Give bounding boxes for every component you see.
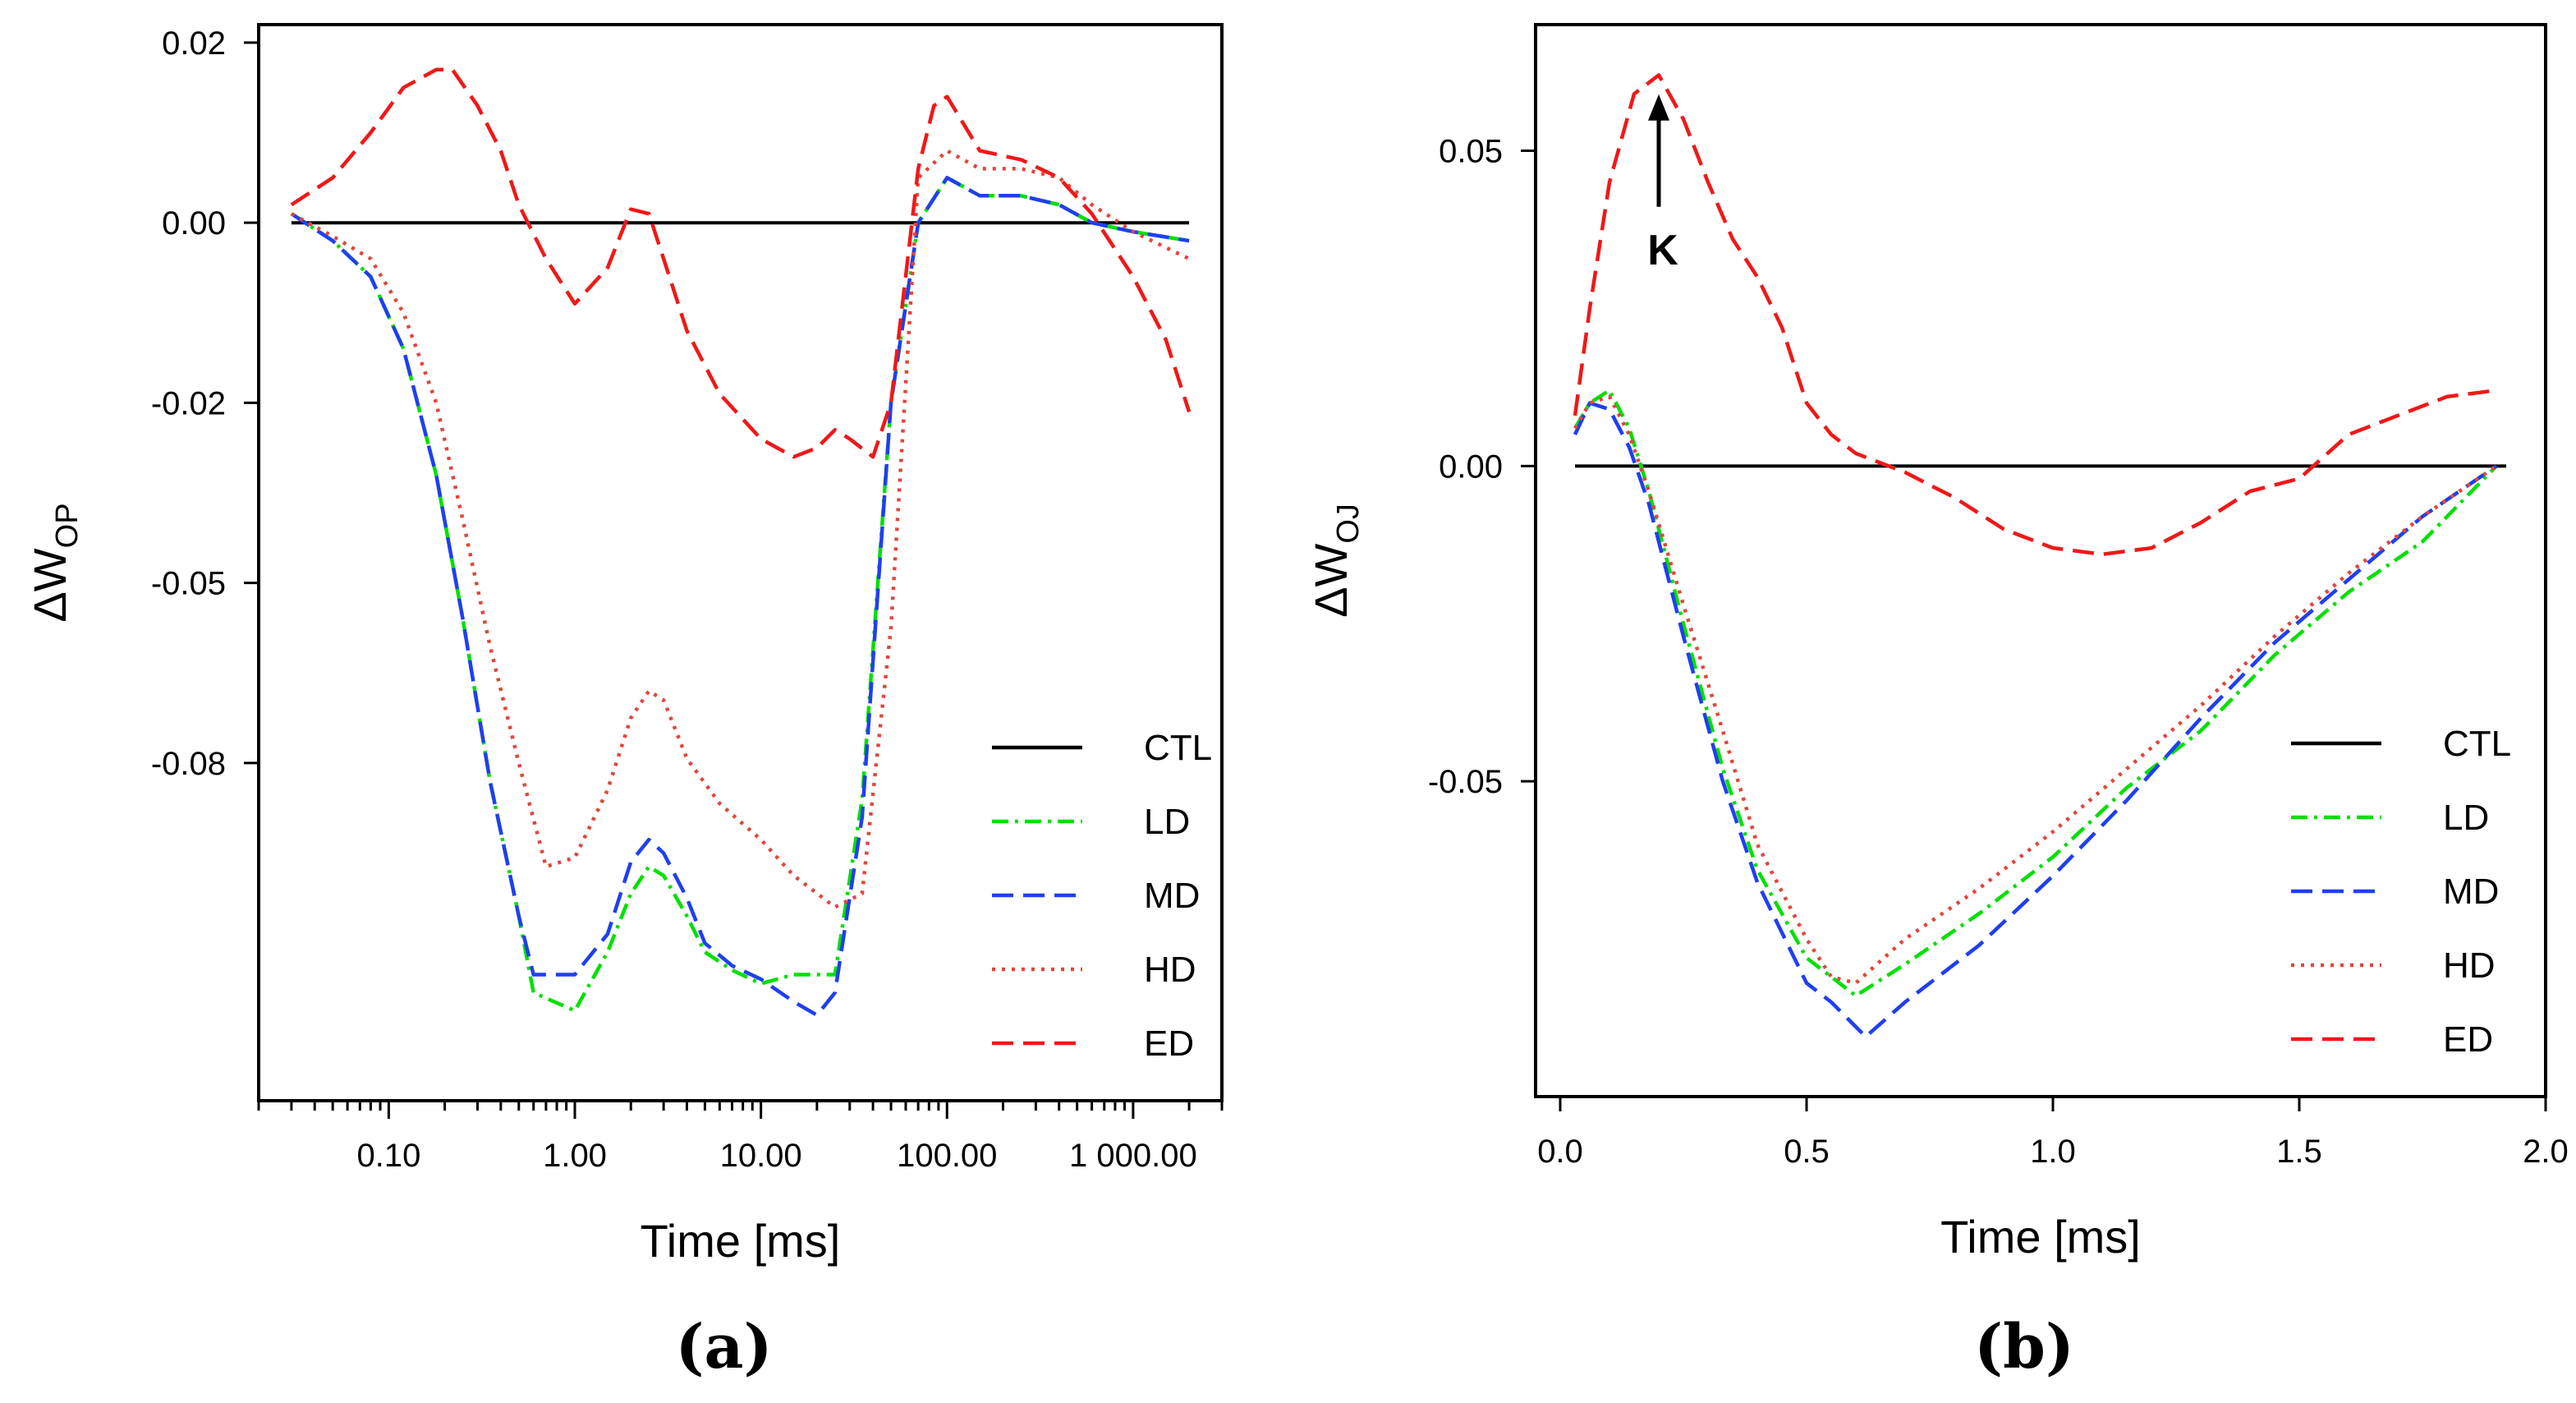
y-tick-label: 0.00 xyxy=(1439,448,1503,485)
x-axis-label: Time [ms] xyxy=(641,1215,841,1267)
annotation-label: K xyxy=(1647,227,1678,274)
y-tick-label: -0.08 xyxy=(151,746,226,782)
series-line-ed xyxy=(1573,73,2497,557)
series-line-hd xyxy=(290,149,1191,909)
legend-label-md: MD xyxy=(2443,872,2499,912)
plot-frame xyxy=(1534,23,2547,1098)
y-axis-label-main: ΔW xyxy=(24,548,76,622)
legend-label-ctl: CTL xyxy=(2443,724,2511,764)
y-tick-label: -0.05 xyxy=(1428,764,1503,800)
x-tick-label: 10.00 xyxy=(720,1138,802,1174)
annotation-arrow-head xyxy=(1648,94,1669,121)
x-tick-label: 0.10 xyxy=(356,1138,420,1174)
panel-a-chart: 0.10 1.00 10.00 100.00 1 000.00 0.02 0.00 -0.02… xyxy=(24,23,1224,1382)
x-axis-label: Time [ms] xyxy=(1940,1211,2141,1263)
y-axis-label: ΔWOP xyxy=(24,503,85,622)
x-tick-label: 100.00 xyxy=(897,1138,997,1174)
legend-label-ctl: CTL xyxy=(1144,728,1212,768)
x-tick-label: 0.0 xyxy=(1537,1134,1583,1170)
x-tick-label: 1.5 xyxy=(2276,1134,2322,1170)
y-axis-label-subscript: OP xyxy=(50,503,85,548)
y-tick-label: -0.02 xyxy=(151,385,226,421)
series-line-ld xyxy=(290,176,1190,1013)
y-axis-label-main: ΔW xyxy=(1305,544,1357,618)
x-tick-label: 0.5 xyxy=(1784,1134,1830,1170)
series-line-hd xyxy=(1573,394,2498,986)
x-tick-label: 1 000.00 xyxy=(1069,1138,1197,1174)
y-tick-label: 0.02 xyxy=(162,25,226,62)
series-line-md xyxy=(1573,401,2498,1039)
series-line-md xyxy=(290,176,1190,1018)
legend-label-ld: LD xyxy=(2443,798,2489,838)
legend-label-hd: HD xyxy=(1144,950,1196,990)
y-tick-label: 0.00 xyxy=(162,205,226,242)
legend-label-ed: ED xyxy=(2443,1019,2493,1060)
panel-b-chart: 0.0 0.5 1.0 1.5 2.0 0.05 0.00 -0.05 Time [ms] ΔWO… xyxy=(1305,23,2569,1382)
x-tick-label: 2.0 xyxy=(2523,1134,2569,1170)
y-tick-label: 0.05 xyxy=(1439,134,1503,170)
legend-label-ed: ED xyxy=(1144,1024,1194,1064)
x-tick-label: 1.00 xyxy=(543,1138,607,1174)
legend-label-ld: LD xyxy=(1144,802,1190,842)
panel-label: (a) xyxy=(676,1312,773,1382)
x-tick-label: 1.0 xyxy=(2030,1134,2076,1170)
series-line-ld xyxy=(1573,388,2498,998)
panel-label: (b) xyxy=(1974,1312,2074,1382)
legend-label-md: MD xyxy=(1144,876,1200,916)
y-tick-label: -0.05 xyxy=(151,566,226,602)
y-axis-label: ΔWOJ xyxy=(1305,504,1366,618)
plot-frame xyxy=(257,23,1224,1102)
legend-label-hd: HD xyxy=(2443,945,2496,986)
y-axis-label-subscript: OJ xyxy=(1331,504,1366,544)
series-line-ed xyxy=(290,67,1192,459)
